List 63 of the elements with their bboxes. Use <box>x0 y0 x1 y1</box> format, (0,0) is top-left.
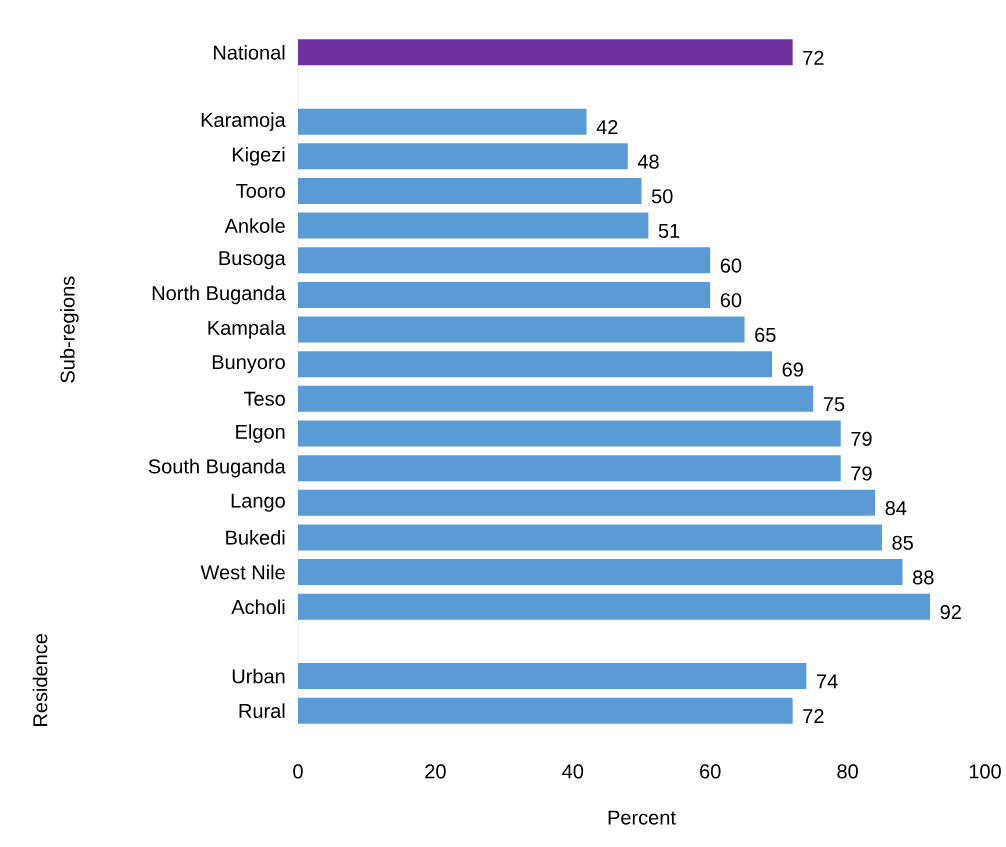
bar <box>298 697 793 724</box>
data-label: 84 <box>885 501 907 516</box>
y-tick-label: Teso <box>243 391 285 406</box>
y-tick-label: Acholi <box>231 599 285 615</box>
data-label: 79 <box>851 431 872 446</box>
y-tick-label: Bukedi <box>226 530 285 545</box>
x-tick-label: 40 <box>562 764 584 779</box>
y-tick-label: Lango <box>231 493 285 512</box>
bar <box>298 212 649 239</box>
data-label: 69 <box>782 362 803 377</box>
data-label: 48 <box>637 154 659 169</box>
x-tick-label: 0 <box>293 764 303 779</box>
bar <box>298 663 807 690</box>
bar <box>298 593 931 620</box>
data-label: 74 <box>817 674 838 689</box>
data-label: 72 <box>803 50 824 65</box>
data-label: 85 <box>892 535 913 550</box>
bar <box>298 177 642 204</box>
x-tick-label: 80 <box>837 764 858 779</box>
y-tick-label: West Nile <box>200 564 285 580</box>
bar <box>298 351 773 378</box>
data-label: 60 <box>720 258 742 273</box>
data-label: 65 <box>755 327 776 342</box>
bar <box>298 39 793 66</box>
y-tick-label: Ankole <box>224 218 285 233</box>
y-tick-label: National <box>213 44 285 60</box>
data-label: 51 <box>658 223 680 238</box>
bar <box>298 420 841 447</box>
text: Residence <box>32 634 48 726</box>
bar <box>298 385 814 412</box>
y-tick-label: Rural <box>239 703 285 719</box>
x-tick-label: 100 <box>969 764 1001 779</box>
bar <box>298 489 876 516</box>
data-label: 75 <box>823 397 845 412</box>
bar <box>298 455 841 482</box>
x-axis-title: Percent <box>608 810 676 825</box>
bar <box>298 524 882 551</box>
y-tick-label: Karamoja <box>201 112 286 131</box>
data-label: 42 <box>596 119 618 134</box>
x-tick-label: 60 <box>700 764 721 779</box>
bar <box>298 143 628 170</box>
data-label: 79 <box>851 466 872 481</box>
y-tick-label: Elgon <box>236 424 285 443</box>
y-tick-label: Kigezi <box>232 146 285 166</box>
bar <box>298 108 587 135</box>
y-tick-label: Kampala <box>208 320 286 339</box>
y-tick-label: South Buganda <box>148 458 286 478</box>
y-tick-label: Busoga <box>219 251 286 270</box>
text: Sub-regions <box>60 276 79 383</box>
y-tick-label: Urban <box>232 668 285 684</box>
bar <box>298 559 903 586</box>
y-tick-label: North Buganda <box>152 285 286 305</box>
bar <box>298 316 745 343</box>
y-tick-label: Tooro <box>236 183 285 198</box>
data-label: 92 <box>940 604 961 620</box>
bar <box>298 281 711 308</box>
x-tick-label: 20 <box>425 764 446 779</box>
data-label: 50 <box>651 189 673 204</box>
data-label: 60 <box>720 293 742 308</box>
data-label: 72 <box>803 709 824 723</box>
data-label: 88 <box>913 570 934 585</box>
bar <box>298 247 711 274</box>
y-tick-label: Bunyoro <box>212 355 285 374</box>
